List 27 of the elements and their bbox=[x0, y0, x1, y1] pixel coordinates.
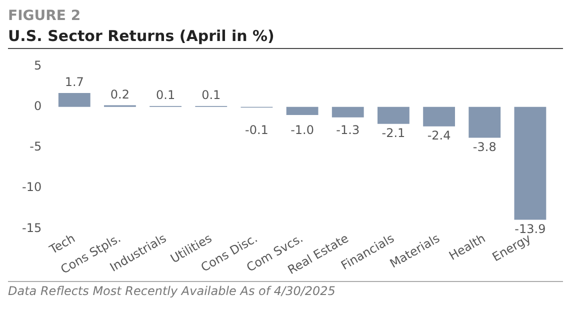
data-label: -1.0 bbox=[290, 122, 314, 137]
bar bbox=[286, 106, 318, 115]
data-label: 0.2 bbox=[110, 87, 130, 102]
data-label: -1.3 bbox=[336, 122, 360, 137]
y-tick-label: -15 bbox=[22, 220, 42, 235]
chart-subtitle: FIGURE 2 bbox=[8, 8, 82, 24]
bar bbox=[468, 106, 501, 138]
bar bbox=[58, 93, 90, 107]
y-tick-label: -10 bbox=[22, 180, 42, 194]
data-label: 0.1 bbox=[156, 88, 176, 102]
bar bbox=[332, 106, 364, 118]
data-label: -0.1 bbox=[245, 122, 268, 137]
y-tick-label: -5 bbox=[30, 140, 42, 154]
bar bbox=[423, 106, 455, 126]
bar bbox=[514, 106, 546, 220]
text: Data Reflects Most Recently Available As of 4/30/2025 bbox=[8, 281, 563, 298]
y-tick-label: 5 bbox=[34, 58, 42, 72]
chart-title: U.S. Sector Returns (April in %) bbox=[8, 27, 563, 49]
data-label: -13.9 bbox=[514, 222, 546, 236]
data-label: 0.1 bbox=[202, 88, 221, 102]
bar bbox=[378, 106, 410, 124]
y-tick-label: 0 bbox=[34, 98, 42, 113]
x-tick-label: Tech bbox=[46, 231, 78, 258]
data-label: -3.8 bbox=[472, 140, 496, 154]
data-label: 1.7 bbox=[64, 75, 84, 90]
data-label: -2.4 bbox=[427, 128, 451, 142]
data-label: -2.1 bbox=[382, 126, 406, 140]
